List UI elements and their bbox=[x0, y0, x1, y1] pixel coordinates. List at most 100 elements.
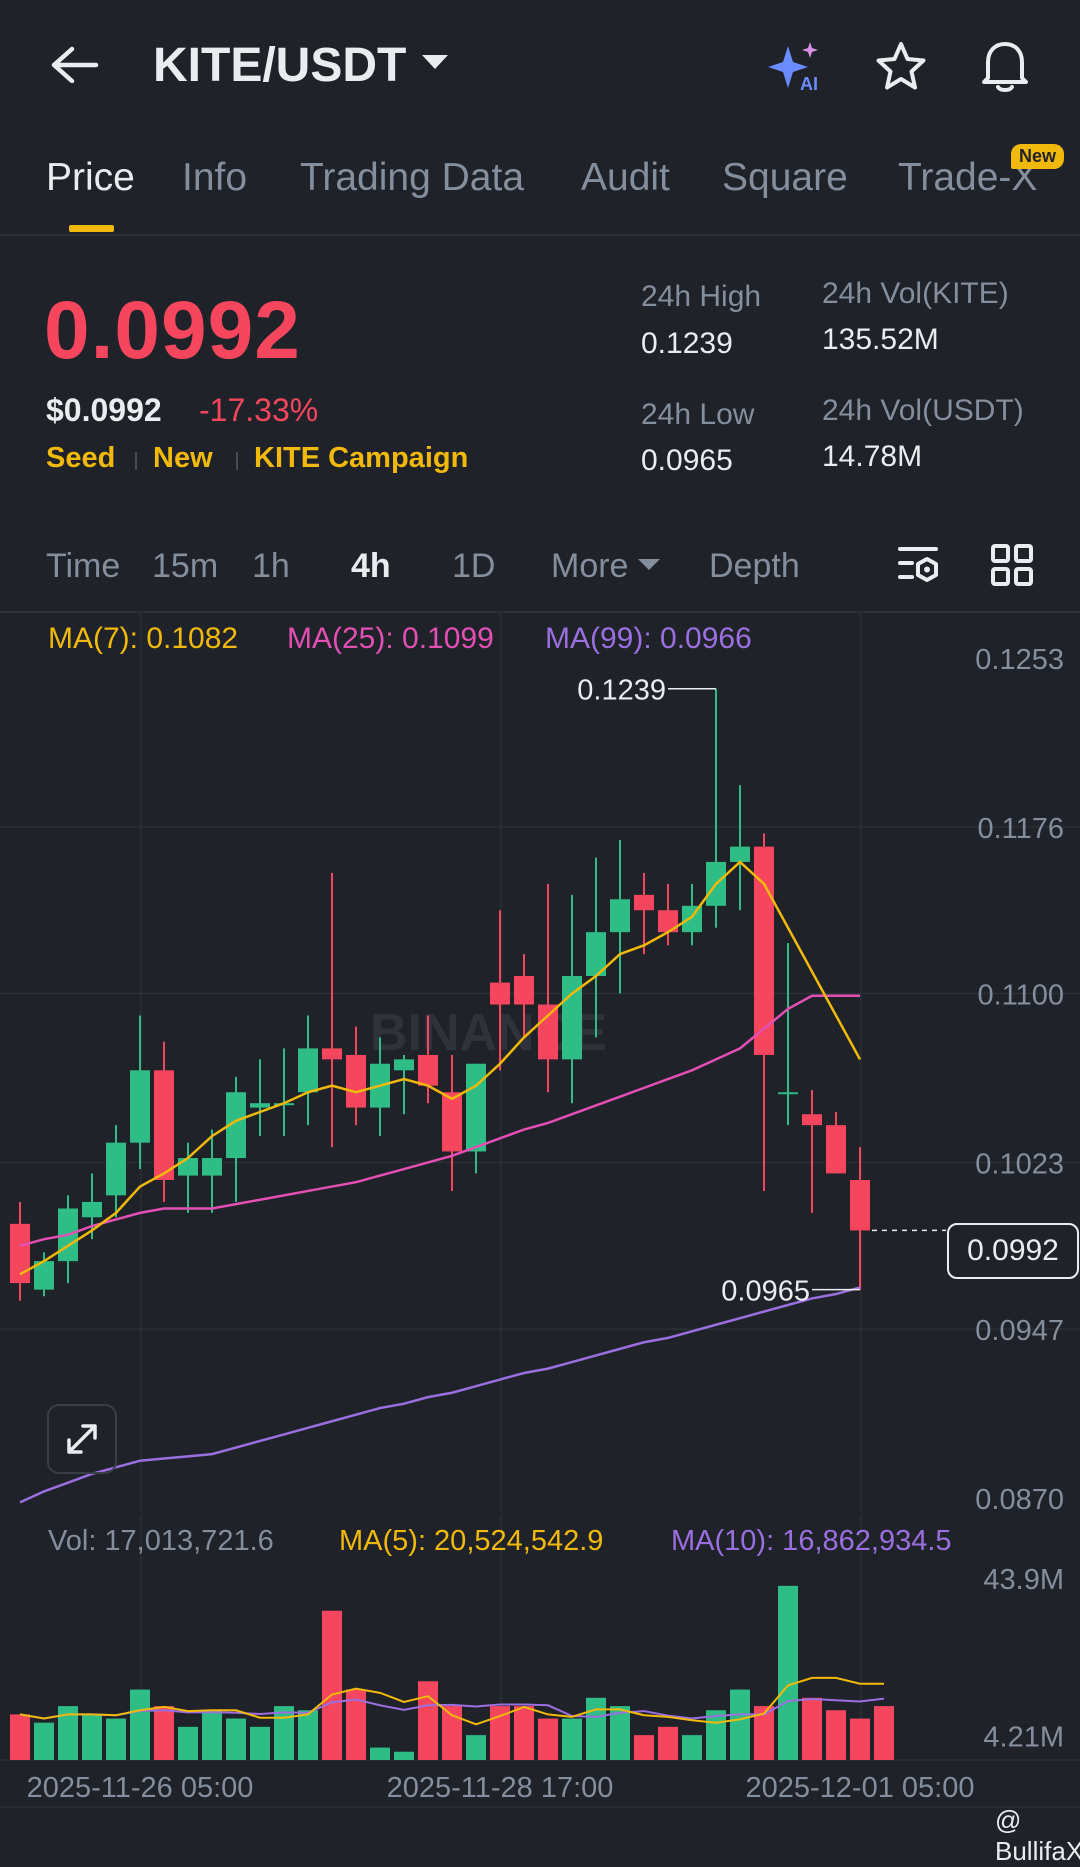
back-arrow-icon[interactable] bbox=[48, 45, 100, 85]
chart-settings-icon[interactable] bbox=[896, 544, 940, 591]
candle-body bbox=[298, 1048, 318, 1093]
volume-bar bbox=[34, 1722, 54, 1760]
current-price-label: 0.0992 bbox=[947, 1223, 1079, 1279]
volume-bar bbox=[634, 1735, 654, 1760]
low-label: 24h Low bbox=[641, 398, 755, 431]
last-price: 0.0992 bbox=[44, 285, 301, 376]
chart-divider bbox=[0, 611, 1080, 613]
candle-body bbox=[634, 894, 654, 911]
tag-new[interactable]: New bbox=[153, 442, 213, 474]
volume-bar bbox=[58, 1706, 78, 1760]
ma25-legend: MA(25): 0.1099 bbox=[287, 622, 494, 655]
watermark-text: @ BullifaX bbox=[995, 1805, 1080, 1866]
candle-body bbox=[778, 1092, 798, 1095]
candle-body bbox=[514, 976, 534, 1005]
volume-bar bbox=[802, 1697, 822, 1760]
interval-time[interactable]: Time bbox=[46, 547, 121, 585]
tab-square[interactable]: Square bbox=[722, 156, 848, 199]
candle-body bbox=[226, 1092, 246, 1159]
volume-bar bbox=[10, 1714, 30, 1760]
volume-bar bbox=[610, 1706, 630, 1760]
tag-seed[interactable]: Seed bbox=[46, 442, 116, 474]
volume-bar bbox=[130, 1689, 150, 1760]
candle-body bbox=[10, 1223, 30, 1284]
candle-body bbox=[346, 1054, 366, 1108]
interval-more[interactable]: More bbox=[551, 547, 661, 586]
vol-ma5-legend: MA(5): 20,524,542.9 bbox=[339, 1525, 604, 1557]
vol-legend: Vol: 17,013,721.6 bbox=[48, 1525, 274, 1557]
min-price-label: 0.0965 bbox=[721, 1276, 810, 1308]
high-label: 24h High bbox=[641, 280, 762, 313]
volume-bar bbox=[346, 1689, 366, 1760]
layout-grid-icon[interactable] bbox=[991, 544, 1033, 591]
candlestick-chart[interactable]: BINANCE0.12530.11760.11000.10230.09470.0… bbox=[0, 612, 1080, 1512]
tag-separator bbox=[236, 452, 238, 470]
candle-body bbox=[178, 1158, 198, 1176]
pair-selector[interactable]: KITE/USDT bbox=[153, 38, 449, 93]
volume-chart[interactable]: 43.9M 4.21M 2025-11-26 05:00 2025-11-28 17:… bbox=[0, 1515, 1080, 1815]
tab-info[interactable]: Info bbox=[182, 156, 248, 199]
candle-body bbox=[754, 846, 774, 1055]
price-axis-label: 0.1176 bbox=[977, 813, 1064, 845]
volume-bar bbox=[514, 1706, 534, 1760]
tabs-divider bbox=[0, 234, 1080, 236]
interval-4h[interactable]: 4h bbox=[351, 547, 391, 585]
volume-bar bbox=[226, 1718, 246, 1760]
volume-bar bbox=[106, 1718, 126, 1760]
volume-bar bbox=[826, 1710, 846, 1760]
high-value: 0.1239 bbox=[641, 327, 733, 360]
volume-bar bbox=[178, 1726, 198, 1760]
volume-bar bbox=[274, 1706, 294, 1760]
interval-1h[interactable]: 1h bbox=[252, 547, 290, 585]
star-icon[interactable] bbox=[874, 40, 928, 94]
volume-bar bbox=[202, 1710, 222, 1760]
volume-bar bbox=[754, 1706, 774, 1760]
interval-1d[interactable]: 1D bbox=[452, 547, 496, 585]
candle-body bbox=[826, 1125, 846, 1174]
tag-kite-campaign[interactable]: KITE Campaign bbox=[254, 442, 469, 474]
volume-bar bbox=[538, 1718, 558, 1760]
volume-bar bbox=[370, 1747, 390, 1760]
price-axis-label: 0.1023 bbox=[975, 1148, 1064, 1180]
pair-title: KITE/USDT bbox=[153, 39, 407, 92]
candle-body bbox=[250, 1103, 270, 1108]
volume-bar bbox=[394, 1751, 414, 1760]
candle-body bbox=[322, 1048, 342, 1060]
more-label: More bbox=[551, 547, 629, 585]
vol-ma10-line bbox=[19, 1697, 885, 1720]
depth-tab[interactable]: Depth bbox=[709, 547, 800, 585]
price-axis-label: 0.1253 bbox=[975, 644, 1064, 676]
time-axis-label: 2025-11-28 17:00 bbox=[387, 1772, 614, 1804]
vol-ma10-legend: MA(10): 16,862,934.5 bbox=[671, 1525, 952, 1557]
candle-body bbox=[442, 1092, 462, 1152]
fullscreen-button[interactable] bbox=[47, 1404, 117, 1474]
tab-audit[interactable]: Audit bbox=[581, 156, 670, 199]
ma7-line bbox=[19, 860, 862, 1276]
candle-body bbox=[490, 982, 510, 1005]
candle-body bbox=[682, 905, 702, 933]
bell-icon[interactable] bbox=[978, 38, 1032, 94]
volume-bar bbox=[298, 1710, 318, 1760]
chevron-down-icon bbox=[422, 55, 449, 70]
volume-axis-label: 43.9M bbox=[983, 1564, 1064, 1596]
price-change: -17.33% bbox=[199, 392, 319, 428]
volume-bar bbox=[322, 1610, 342, 1760]
tab-price[interactable]: Price bbox=[46, 156, 135, 199]
candle-body bbox=[82, 1201, 102, 1218]
volume-bar bbox=[490, 1706, 510, 1760]
active-tab-indicator bbox=[69, 225, 114, 232]
candle-body bbox=[610, 899, 630, 933]
candle-body bbox=[418, 1054, 438, 1086]
volume-bar bbox=[562, 1718, 582, 1760]
ai-sparkle-icon[interactable]: AI bbox=[766, 40, 826, 94]
candle-body bbox=[850, 1179, 870, 1231]
interval-15m[interactable]: 15m bbox=[152, 547, 219, 585]
chevron-down-icon bbox=[638, 558, 661, 570]
tab-trading-data[interactable]: Trading Data bbox=[300, 156, 525, 199]
vol-base-label: 24h Vol(KITE) bbox=[822, 277, 1009, 310]
volume-bar bbox=[154, 1706, 174, 1760]
volume-bar bbox=[658, 1726, 678, 1760]
volume-bar bbox=[418, 1681, 438, 1760]
volume-bar bbox=[874, 1706, 894, 1760]
ma7-legend: MA(7): 0.1082 bbox=[48, 622, 239, 655]
